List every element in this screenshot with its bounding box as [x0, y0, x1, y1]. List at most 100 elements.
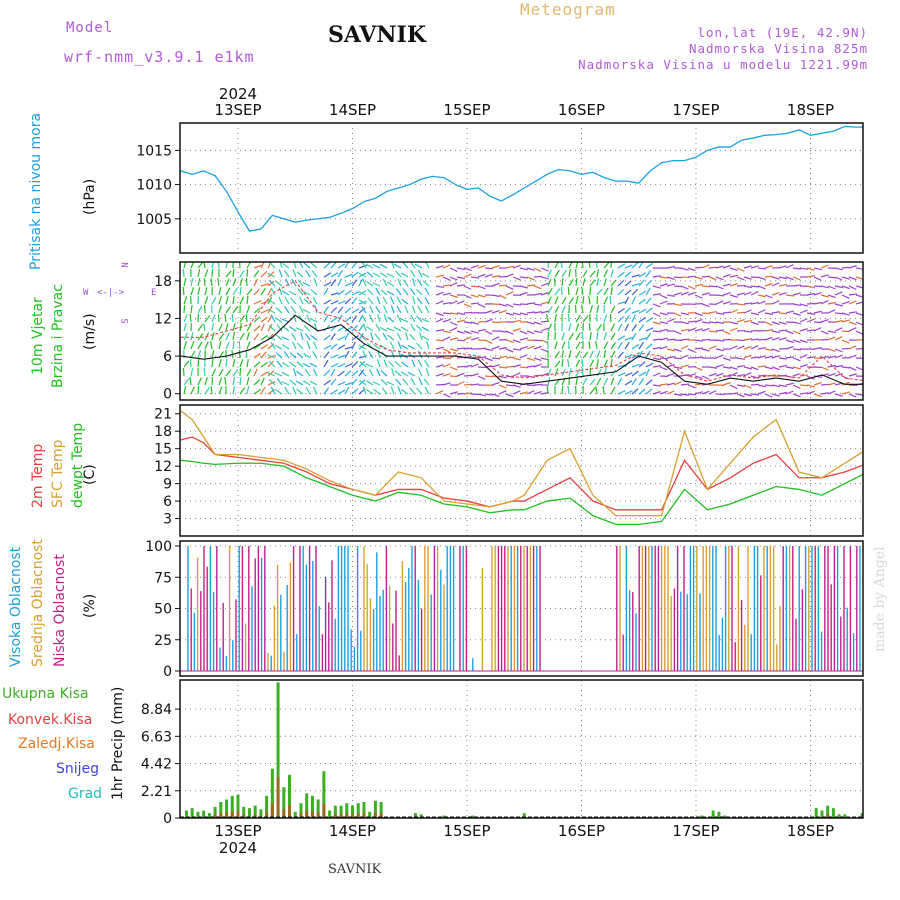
wind-arrow [351, 271, 359, 278]
wind-arrow [827, 301, 836, 305]
wind-arrow [386, 327, 395, 332]
wind-arrow [365, 380, 374, 386]
wind-arrow [312, 296, 318, 305]
wind-arrow [296, 370, 304, 377]
wind-arrow [225, 332, 230, 341]
precip-bar [299, 803, 303, 818]
wind-arrow [596, 350, 601, 359]
wind-arrow [561, 341, 566, 350]
precip-bar [837, 814, 841, 818]
wind-arrow [645, 279, 653, 287]
wind-arrow [680, 393, 690, 396]
wind-arrow [211, 358, 214, 368]
wind-arrow [190, 386, 195, 395]
wind-arrow [424, 296, 430, 305]
wind-arrow [610, 350, 616, 359]
wind-arrow [848, 276, 857, 281]
wind-arrow [484, 318, 493, 323]
wind-arrow [435, 346, 444, 350]
wind-arrow [267, 370, 275, 377]
wind-arrow [771, 300, 780, 305]
wind-arrow [687, 285, 696, 290]
wind-arrow [785, 345, 794, 350]
wind-arrow [603, 359, 609, 368]
wind-arrow [764, 366, 773, 370]
wind-arrow [463, 392, 472, 395]
wind-arrow [232, 278, 237, 287]
wind-arrow [715, 339, 725, 342]
top-day-label: 17SEP [672, 101, 719, 119]
wind-arrow [232, 332, 236, 341]
wind-arrow [435, 329, 444, 332]
wind-arrow [820, 285, 829, 289]
wind-arrow [820, 330, 829, 335]
wind-arrow [358, 278, 364, 287]
wind-arrow [380, 379, 388, 386]
wind-arrow [190, 350, 196, 359]
wind-arrow [358, 299, 367, 305]
wind-arrow [617, 335, 626, 341]
wind-arrow [512, 276, 521, 281]
wind-arrow [359, 361, 367, 368]
y-tick-label: 6 [163, 349, 172, 365]
wind-arrow [666, 294, 675, 297]
wind-arrow [225, 341, 230, 350]
wind-arrow [303, 325, 311, 332]
wind-arrow [386, 281, 395, 287]
wind-arrow [389, 341, 395, 350]
wind-arrow [253, 300, 262, 305]
wind-arrow [743, 338, 752, 341]
wind-arrow [351, 290, 360, 296]
wind-arrow [588, 296, 591, 305]
wind-arrow [659, 283, 668, 287]
wind-arrow [666, 363, 675, 368]
y-tick-label: 2.21 [141, 784, 172, 800]
wind-arrow [239, 359, 244, 368]
wind-arrow [778, 312, 788, 315]
wind-arrow [210, 277, 213, 287]
wind-arrow [442, 312, 452, 315]
wind-arrow [183, 386, 187, 395]
wind-arrow [680, 338, 690, 341]
wind-arrow [463, 383, 473, 386]
wind-arrow [764, 321, 773, 326]
wind-arrow [182, 367, 185, 377]
wind-arrow [575, 314, 581, 323]
wind-arrow [246, 305, 251, 314]
wind-arrow [785, 390, 794, 395]
wind-arrow [189, 376, 192, 386]
wind-arrow [519, 312, 528, 316]
wind-arrow [267, 299, 276, 305]
wind-arrow [253, 333, 260, 341]
wind-arrow [750, 375, 759, 379]
wind-arrow [463, 303, 472, 308]
precip-bar-strat [236, 810, 240, 818]
wind-arrow [323, 334, 331, 341]
wind-arrow [778, 391, 787, 395]
wind-arrow [546, 385, 549, 395]
wind-arrow [624, 314, 630, 323]
wind-arrow [652, 357, 661, 361]
wind-arrow [610, 369, 617, 377]
wind-arrow [722, 382, 731, 386]
wind-arrow [498, 347, 507, 350]
wind-arrow [694, 294, 703, 299]
wind-arrow [442, 301, 451, 305]
wind-arrow [778, 357, 788, 360]
precip-bar [230, 795, 234, 818]
wind-arrow [224, 313, 227, 323]
wind-arrow [792, 348, 802, 351]
panel-frame [179, 261, 864, 401]
wind-arrow [276, 324, 283, 332]
wind-arrow [484, 267, 494, 270]
wind-arrow [477, 294, 486, 298]
wind-arrow [291, 278, 297, 287]
wind-arrow [652, 390, 661, 395]
wind-arrow [442, 372, 451, 377]
y-tick-label: 4.42 [141, 757, 172, 773]
wind-arrow [778, 292, 787, 296]
wind-arrow [715, 364, 724, 368]
wind-arrow [218, 341, 222, 350]
wind-arrow [834, 354, 843, 359]
wind-arrow [827, 348, 836, 352]
